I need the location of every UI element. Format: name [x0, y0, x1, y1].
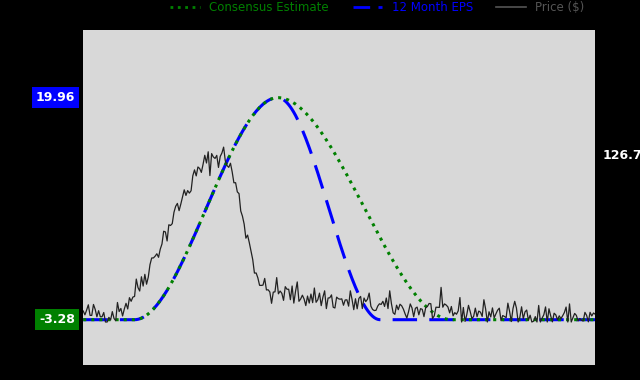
12 Month EPS	[81, 317, 89, 322]
Price ($)	[386, 288, 394, 293]
Consensus Estimate	[545, 317, 553, 322]
Consensus Estimate	[275, 95, 282, 100]
Text: -3.28: -3.28	[39, 313, 75, 326]
12 Month EPS	[386, 317, 394, 322]
Consensus Estimate	[394, 267, 402, 272]
Consensus Estimate	[591, 317, 599, 322]
12 Month EPS	[545, 317, 553, 322]
12 Month EPS	[275, 95, 282, 100]
Price ($)	[396, 302, 404, 307]
Text: 126.74: 126.74	[602, 149, 640, 162]
Price ($)	[220, 145, 227, 149]
Consensus Estimate	[79, 317, 87, 322]
Price ($)	[79, 309, 87, 313]
Price ($)	[388, 301, 396, 306]
Consensus Estimate	[386, 253, 394, 257]
12 Month EPS	[394, 317, 402, 322]
Line: Price ($): Price ($)	[83, 147, 595, 322]
Consensus Estimate	[513, 317, 520, 322]
Price ($)	[81, 312, 89, 317]
Line: Consensus Estimate: Consensus Estimate	[83, 98, 595, 320]
Text: 19.96: 19.96	[35, 91, 75, 104]
12 Month EPS	[79, 317, 87, 322]
Price ($)	[515, 320, 522, 324]
12 Month EPS	[384, 317, 392, 322]
Line: 12 Month EPS: 12 Month EPS	[83, 98, 595, 320]
Legend: Consensus Estimate, 12 Month EPS, Price ($): Consensus Estimate, 12 Month EPS, Price …	[166, 0, 589, 19]
Price ($)	[591, 312, 599, 317]
12 Month EPS	[591, 317, 599, 322]
Consensus Estimate	[81, 317, 89, 322]
12 Month EPS	[513, 317, 520, 322]
Price ($)	[102, 320, 109, 324]
Consensus Estimate	[384, 250, 392, 254]
Price ($)	[547, 314, 554, 318]
